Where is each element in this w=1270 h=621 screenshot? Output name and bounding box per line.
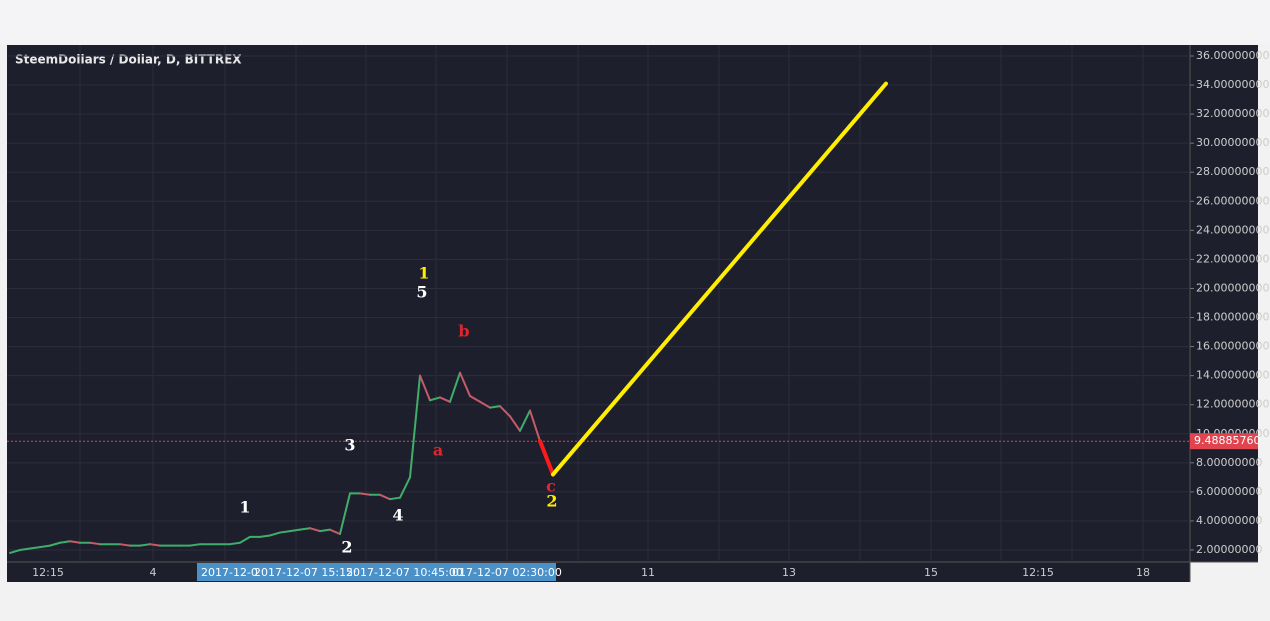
price-segment — [269, 531, 281, 537]
top-bar — [0, 0, 1270, 44]
x-tick-label: 15 — [924, 566, 938, 579]
wave-label: 1 — [418, 264, 429, 283]
price-segment — [289, 528, 301, 533]
price-segment — [379, 493, 391, 501]
price-segment — [299, 527, 311, 531]
wave-label: 4 — [392, 506, 403, 525]
price-segment — [259, 534, 271, 538]
y-tick-label: 4.00000000 — [1196, 514, 1262, 527]
price-segment — [119, 543, 131, 547]
y-tick-label: 28.00000000 — [1196, 165, 1269, 178]
price-segment — [399, 476, 411, 499]
price-segment — [279, 530, 291, 534]
price-segment — [9, 549, 21, 554]
price-segment — [29, 546, 41, 550]
x-tick-label: 11 — [641, 566, 655, 579]
chart-title: SteemDollars / Dollar, D, BITTREX — [15, 53, 242, 67]
y-tick-label: 34.00000000 — [1196, 78, 1269, 91]
y-tick-label: 30.00000000 — [1196, 136, 1269, 149]
price-segment — [49, 541, 61, 547]
price-segment — [69, 540, 81, 544]
price-segment — [429, 396, 441, 402]
x-tick-label: 18 — [1136, 566, 1150, 579]
price-segment — [19, 547, 31, 551]
price-segment — [389, 496, 401, 501]
price-segment — [499, 405, 511, 418]
y-tick-label: 6.00000000 — [1196, 485, 1262, 498]
price-segment — [319, 528, 331, 533]
y-tick-label: 12.00000000 — [1196, 398, 1269, 411]
selection-label: 2017-12-07 10:45:00 — [346, 566, 463, 579]
price-segment — [339, 492, 351, 536]
price-segment — [239, 535, 251, 544]
price-segment — [449, 371, 461, 403]
selection-label: 2017-12-07 15:15: — [254, 566, 357, 579]
time-axis — [7, 562, 1190, 582]
plot-area — [7, 45, 1190, 562]
price-segment — [189, 543, 201, 547]
x-tick-label: 4 — [150, 566, 157, 579]
price-segment — [419, 374, 431, 402]
y-tick-label: 22.00000000 — [1196, 252, 1269, 265]
x-tick-label: 12:15 — [1022, 566, 1054, 579]
price-segment — [439, 396, 451, 403]
price-segment — [309, 527, 321, 533]
price-segment — [479, 400, 491, 409]
wave-label: b — [458, 322, 469, 341]
price-segment — [39, 544, 51, 549]
price-segment — [459, 371, 471, 397]
price-segment — [551, 81, 888, 477]
price-segment — [529, 409, 541, 443]
y-tick-label: 14.00000000 — [1196, 369, 1269, 382]
price-segment — [59, 540, 71, 544]
price-segment — [538, 439, 555, 477]
price-segment — [149, 543, 161, 547]
y-tick-label: 32.00000000 — [1196, 107, 1269, 120]
price-segment — [409, 374, 421, 479]
price-segment — [229, 541, 241, 546]
y-tick-label: 24.00000000 — [1196, 223, 1269, 236]
y-tick-label: 16.00000000 — [1196, 340, 1269, 353]
price-segment — [89, 541, 101, 546]
selection-range — [197, 563, 556, 581]
price-segment — [469, 394, 481, 403]
y-tick-label: 8.00000000 — [1196, 456, 1262, 469]
y-tick-label: 20.00000000 — [1196, 281, 1269, 294]
wave-label: 1 — [239, 498, 250, 517]
selection-label: 017-12-07 02:30:00 — [452, 566, 562, 579]
last-price-box — [1190, 433, 1258, 450]
price-segment — [139, 543, 151, 547]
price-segment — [509, 415, 521, 432]
price-segment — [329, 528, 341, 536]
price-segment — [519, 409, 531, 432]
last-price-label: 9.48885760 — [1194, 434, 1260, 447]
wave-label: 5 — [416, 283, 427, 302]
wave-label: c — [546, 477, 556, 496]
y-tick-label: 26.00000000 — [1196, 194, 1269, 207]
wave-label: 2 — [546, 492, 557, 511]
x-tick-label: 13 — [782, 566, 796, 579]
selection-label: 2017-12-0 — [201, 566, 258, 579]
price-segment — [359, 492, 371, 496]
wave-label: 3 — [344, 436, 355, 455]
wave-label: 2 — [341, 538, 352, 557]
y-tick-label: 18.00000000 — [1196, 311, 1269, 324]
price-axis — [1190, 45, 1258, 562]
y-tick-label: 2.00000000 — [1196, 543, 1262, 556]
y-tick-label: 36.00000000 — [1196, 49, 1269, 62]
wave-label: a — [433, 441, 443, 460]
x-tick-label: 12:15 — [32, 566, 64, 579]
price-segment — [489, 405, 501, 409]
